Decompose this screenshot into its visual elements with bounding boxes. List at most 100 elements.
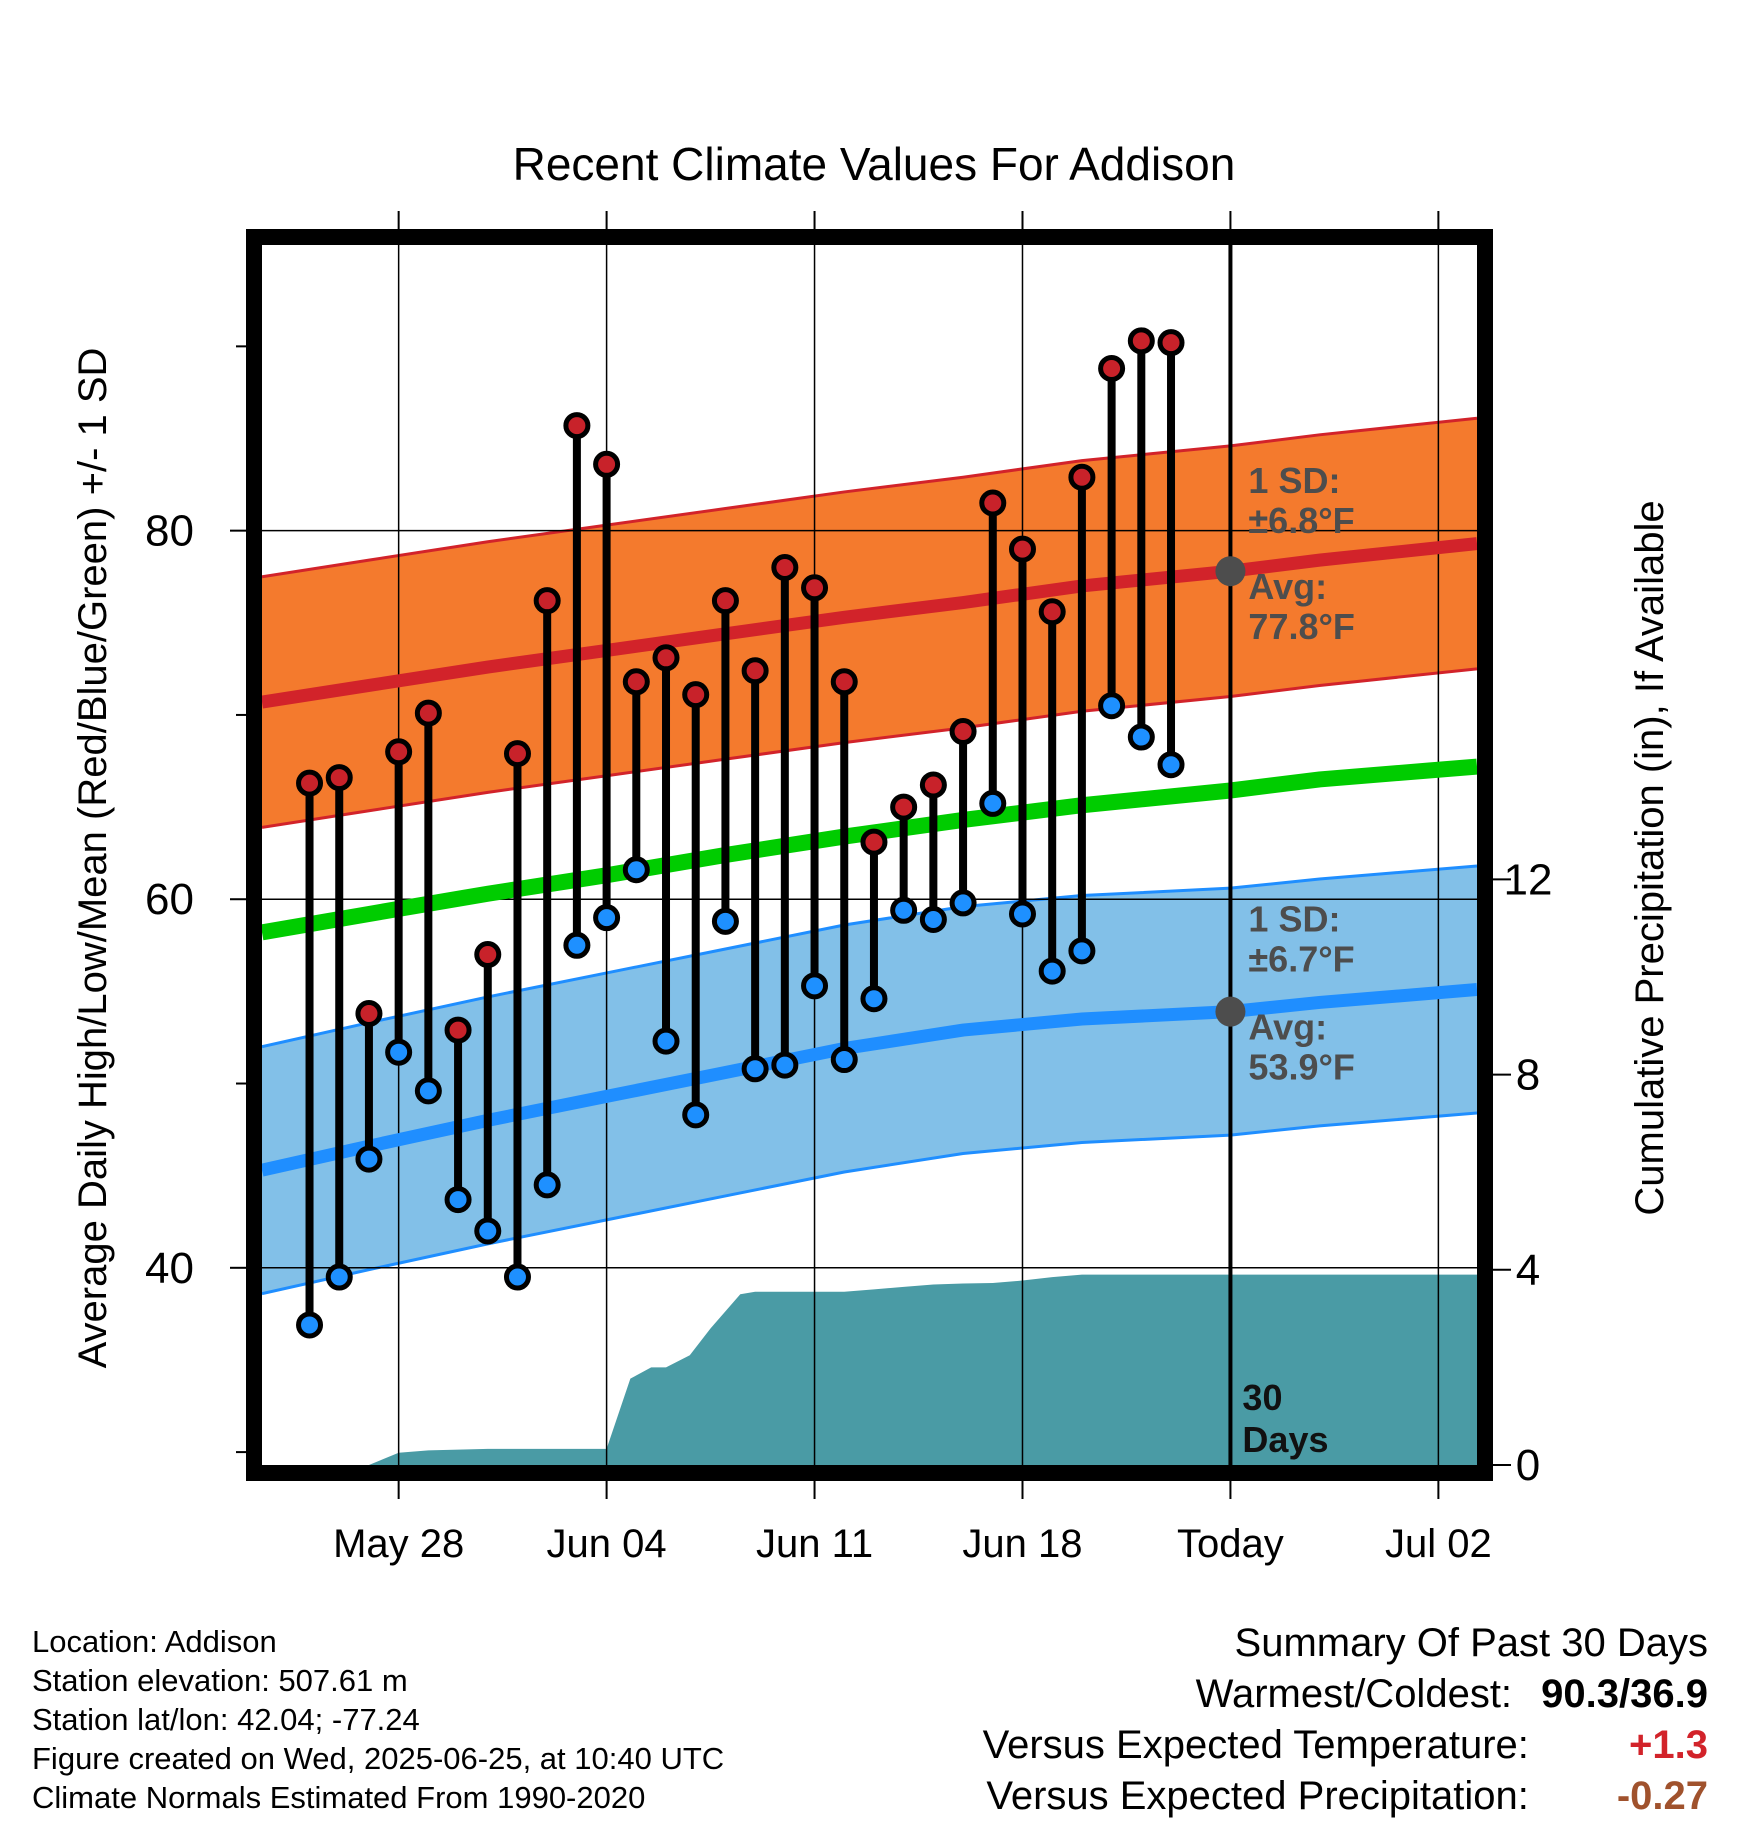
daily-high-point [682, 681, 710, 709]
daily-low-point [1127, 723, 1155, 751]
precip-value: -0.27 [1616, 1774, 1708, 1818]
precip-area [262, 1274, 1477, 1465]
high-sd-value: ±6.8°F [1248, 500, 1354, 541]
daily-high-point [830, 668, 858, 696]
daily-low-point [414, 1077, 442, 1105]
daily-low-point [801, 972, 829, 1000]
daily-high-point [1008, 535, 1036, 563]
chart-title: Recent Climate Values For Addison [513, 138, 1236, 190]
daily-low-point [325, 1263, 353, 1291]
created-text: Figure created on Wed, 2025-06-25, at 10… [32, 1741, 725, 1776]
daily-low-point [474, 1217, 502, 1245]
daily-low-point [355, 1145, 383, 1173]
daily-high-point [474, 941, 502, 969]
plot-area [262, 245, 1477, 1465]
low-avg-value: 53.9°F [1248, 1047, 1354, 1088]
warm-cold-label: Warmest/Coldest: [1195, 1672, 1513, 1716]
x-tick-label: Jul 02 [1385, 1522, 1492, 1566]
daily-low-point [830, 1046, 858, 1074]
daily-low-point [1068, 937, 1096, 965]
plot-frame [246, 229, 1493, 1481]
daily-high-point [563, 412, 591, 440]
y-right-tick-label: 4 [1516, 1246, 1540, 1295]
daily-high-point [1068, 463, 1096, 491]
daily-low-point [1098, 692, 1126, 720]
daily-low-point [949, 889, 977, 917]
warm-cold-value: 90.3/36.9 [1541, 1672, 1708, 1716]
daily-high-point [860, 828, 888, 856]
y-right-tick-label: 0 [1516, 1441, 1540, 1490]
daily-high-point [593, 450, 621, 478]
low-sd-value: ±6.7°F [1248, 939, 1354, 980]
daily-low-point [503, 1263, 531, 1291]
daily-high-point [355, 999, 383, 1027]
normal-low-today-marker [1215, 996, 1246, 1027]
daily-low-point [711, 907, 739, 935]
temp-label: Versus Expected Temperature: [982, 1723, 1529, 1767]
x-tick-label: May 28 [333, 1522, 464, 1566]
elevation-text: Station elevation: 507.61 m [32, 1663, 408, 1698]
temp-value: +1.3 [1629, 1723, 1708, 1767]
daily-high-point [949, 718, 977, 746]
y-tick-label: 80 [145, 507, 194, 556]
daily-high-point [385, 738, 413, 766]
x-tick-label: Jun 18 [962, 1522, 1082, 1566]
summary-panel: Summary Of Past 30 Days Warmest/Coldest:… [983, 1618, 1708, 1822]
x-tick-label: Today [1177, 1522, 1284, 1566]
daily-high-point [652, 644, 680, 672]
daily-high-point [1098, 354, 1126, 382]
y-tick-label: 40 [145, 1244, 194, 1293]
daily-low-point [919, 906, 947, 934]
daily-low-point [622, 856, 650, 884]
daily-low-point [1008, 900, 1036, 928]
low-avg-label: Avg: [1248, 1007, 1327, 1048]
high-avg-value: 77.8°F [1248, 606, 1354, 647]
daily-low-point [741, 1055, 769, 1083]
daily-high-point [801, 574, 829, 602]
daily-high-point [1038, 598, 1066, 626]
low-sd-label: 1 SD: [1248, 899, 1340, 940]
daily-low-point [890, 896, 918, 924]
daily-low-point [979, 789, 1007, 817]
daily-high-point [919, 771, 947, 799]
daily-high-point [890, 793, 918, 821]
daily-high-point [741, 657, 769, 685]
high-sd-upper-line [262, 416, 1477, 579]
daily-high-point [1127, 327, 1155, 355]
station-info: Location: Addison Station elevation: 507… [32, 1622, 724, 1817]
normals-text: Climate Normals Estimated From 1990-2020 [32, 1780, 646, 1815]
precip-label: Versus Expected Precipitation: [986, 1774, 1529, 1818]
normal-high-today-marker [1215, 556, 1246, 587]
daily-low-point [296, 1311, 324, 1339]
summary-heading: Summary Of Past 30 Days [1234, 1621, 1708, 1665]
daily-high-point [979, 489, 1007, 517]
daily-low-point [533, 1171, 561, 1199]
daily-high-point [622, 668, 650, 696]
y-right-tick-label: 12 [1504, 855, 1553, 904]
low-sd-lower-line [262, 1111, 1477, 1296]
daily-low-point [593, 904, 621, 932]
daily-high-point [325, 764, 353, 792]
daily-high-point [533, 587, 561, 615]
days-count: 30 [1242, 1377, 1282, 1418]
y-axis-label: Average Daily High/Low/Mean (Red/Blue/Gr… [71, 348, 115, 1369]
x-tick-label: Jun 11 [756, 1522, 873, 1566]
daily-low-point [652, 1027, 680, 1055]
daily-high-point [414, 699, 442, 727]
y-tick-label: 60 [145, 875, 194, 924]
x-tick-label: Jun 04 [547, 1522, 667, 1566]
summary-temp-row: Versus Expected Temperature: +1.3 [983, 1720, 1708, 1771]
high-sd-label: 1 SD: [1248, 460, 1340, 501]
daily-high-point [296, 769, 324, 797]
daily-high-point [771, 554, 799, 582]
summary-warm-cold-row: Warmest/Coldest: 90.3/36.9 [983, 1669, 1708, 1720]
daily-low-point [682, 1101, 710, 1129]
daily-low-point [444, 1186, 472, 1214]
y-right-tick-label: 8 [1516, 1051, 1540, 1100]
daily-high-point [503, 740, 531, 768]
daily-high-point [444, 1016, 472, 1044]
daily-low-point [771, 1051, 799, 1079]
daily-high-point [1157, 329, 1185, 357]
latlon-text: Station lat/lon: 42.04; -77.24 [32, 1702, 420, 1737]
